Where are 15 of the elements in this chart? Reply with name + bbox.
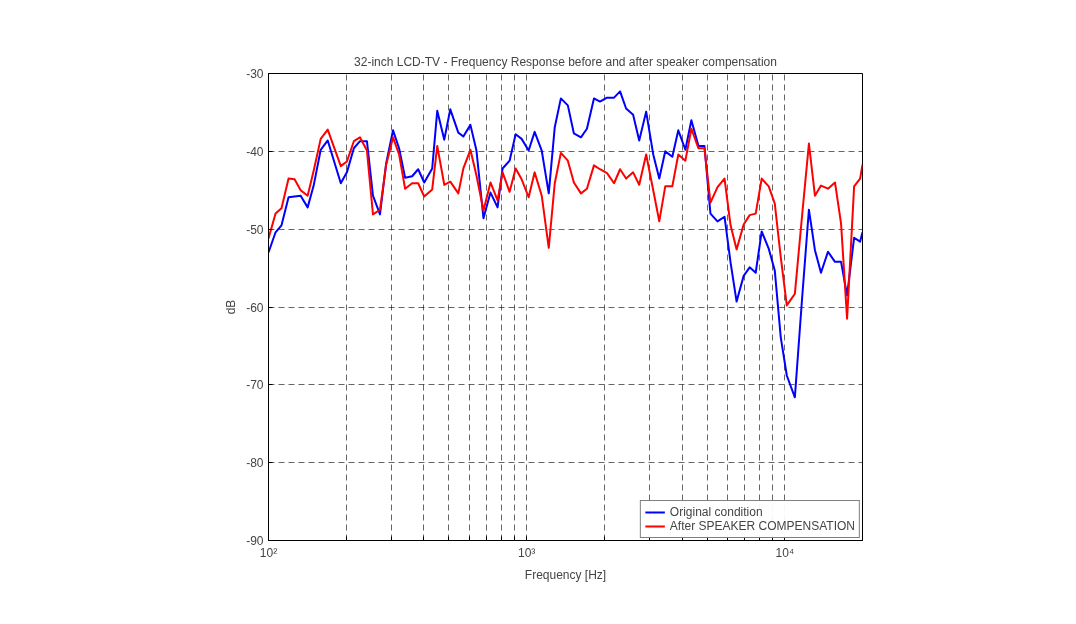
y-tick-label: -50	[246, 222, 264, 237]
x-tick-label: 10³	[517, 545, 536, 560]
x-tick-label: 10⁴	[775, 545, 795, 560]
y-axis-title: dB	[224, 299, 239, 315]
y-tick-label: -60	[246, 300, 264, 315]
chart-title: 32-inch LCD-TV - Frequency Response before and after speaker compensation	[354, 54, 777, 69]
y-tick-label: -70	[246, 378, 264, 393]
x-axis-title: Frequency [Hz]	[524, 567, 607, 582]
legend-label: Original condition	[669, 505, 763, 519]
x-tick-label: 10²	[259, 545, 278, 560]
y-tick-label: -40	[246, 144, 264, 159]
y-tick-label: -80	[246, 456, 264, 471]
legend-label: After SPEAKER COMPENSATION	[669, 519, 855, 533]
y-tick-label: -30	[246, 67, 264, 81]
y-tick-label: -90	[246, 534, 264, 548]
